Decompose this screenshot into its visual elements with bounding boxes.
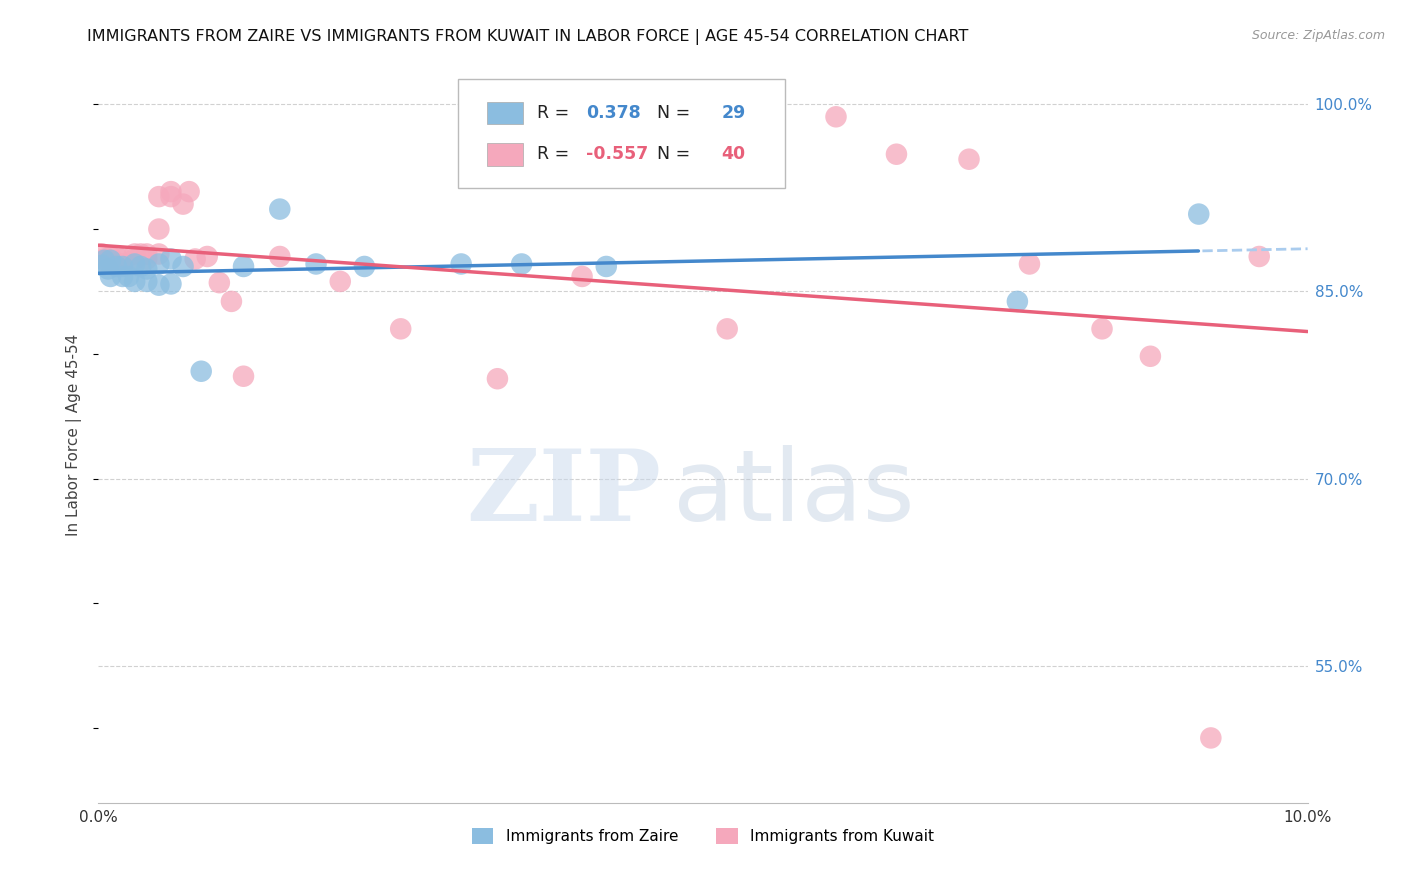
- Text: N =: N =: [647, 104, 696, 122]
- Point: [172, 260, 194, 274]
- FancyBboxPatch shape: [486, 103, 523, 124]
- Point: [91, 247, 114, 261]
- Point: [1188, 207, 1211, 221]
- Legend: Immigrants from Zaire, Immigrants from Kuwait: Immigrants from Zaire, Immigrants from K…: [465, 822, 941, 850]
- Point: [190, 364, 212, 378]
- Point: [148, 247, 170, 261]
- Point: [269, 202, 291, 216]
- Point: [160, 252, 183, 266]
- Point: [450, 257, 472, 271]
- Point: [111, 260, 134, 274]
- Point: [148, 278, 170, 293]
- Point: [118, 269, 141, 284]
- Point: [111, 257, 134, 271]
- Text: 40: 40: [721, 145, 745, 163]
- Point: [135, 275, 157, 289]
- Point: [148, 189, 170, 203]
- Point: [100, 250, 122, 264]
- Point: [184, 252, 207, 266]
- Text: R =: R =: [537, 104, 575, 122]
- Point: [195, 250, 218, 264]
- Text: R =: R =: [537, 145, 575, 163]
- Point: [105, 260, 128, 274]
- Point: [97, 262, 120, 277]
- Point: [91, 258, 114, 272]
- Point: [1007, 294, 1029, 309]
- Point: [1091, 322, 1114, 336]
- Point: [93, 253, 115, 268]
- Point: [269, 250, 291, 264]
- Point: [1249, 250, 1271, 264]
- Text: Source: ZipAtlas.com: Source: ZipAtlas.com: [1251, 29, 1385, 43]
- FancyBboxPatch shape: [486, 144, 523, 166]
- Point: [716, 322, 738, 336]
- Point: [160, 185, 183, 199]
- Point: [1018, 257, 1040, 271]
- Point: [100, 257, 122, 271]
- Point: [129, 247, 152, 261]
- Point: [135, 247, 157, 261]
- Point: [105, 250, 128, 264]
- Text: 0.378: 0.378: [586, 104, 641, 122]
- Point: [886, 147, 908, 161]
- Point: [135, 252, 157, 266]
- Point: [353, 260, 375, 274]
- Point: [208, 276, 231, 290]
- Point: [172, 197, 194, 211]
- Point: [329, 275, 352, 289]
- Text: atlas: atlas: [672, 445, 914, 542]
- Point: [97, 257, 120, 271]
- Point: [135, 262, 157, 277]
- Point: [124, 247, 146, 261]
- Text: ZIP: ZIP: [465, 445, 661, 542]
- Point: [93, 252, 115, 266]
- Point: [825, 110, 848, 124]
- Point: [232, 369, 254, 384]
- Text: -0.557: -0.557: [586, 145, 648, 163]
- Point: [1139, 349, 1161, 363]
- Point: [957, 152, 980, 166]
- FancyBboxPatch shape: [457, 79, 785, 188]
- Point: [179, 185, 201, 199]
- Text: N =: N =: [647, 145, 696, 163]
- Point: [305, 257, 328, 271]
- Point: [571, 269, 593, 284]
- Point: [486, 372, 509, 386]
- Point: [148, 257, 170, 271]
- Point: [160, 189, 183, 203]
- Point: [389, 322, 412, 336]
- Text: 29: 29: [721, 104, 745, 122]
- Point: [595, 260, 617, 274]
- Point: [129, 260, 152, 274]
- Point: [100, 253, 122, 268]
- Point: [100, 269, 122, 284]
- Point: [124, 252, 146, 266]
- Point: [510, 257, 533, 271]
- Point: [160, 277, 183, 291]
- Point: [221, 294, 243, 309]
- Point: [148, 222, 170, 236]
- Point: [232, 260, 254, 274]
- Text: IMMIGRANTS FROM ZAIRE VS IMMIGRANTS FROM KUWAIT IN LABOR FORCE | AGE 45-54 CORRE: IMMIGRANTS FROM ZAIRE VS IMMIGRANTS FROM…: [87, 29, 969, 45]
- Point: [1199, 731, 1222, 745]
- Point: [111, 269, 134, 284]
- Point: [752, 137, 775, 152]
- Y-axis label: In Labor Force | Age 45-54: In Labor Force | Age 45-54: [66, 334, 83, 536]
- Point: [124, 275, 146, 289]
- Point: [111, 252, 134, 266]
- Point: [124, 257, 146, 271]
